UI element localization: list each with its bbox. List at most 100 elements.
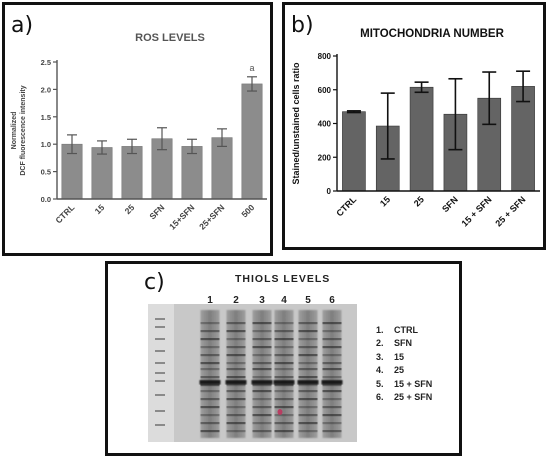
y-axis-label: Stained/unstained cells ratio [291,62,301,185]
protein-band [322,422,342,425]
lane-number: 1 [207,295,213,306]
protein-band [200,338,220,341]
legend-item-number: 1. [376,325,384,335]
protein-band [322,398,342,401]
protein-band [298,368,318,371]
thiols-legend: 1. CTRL 2. SFN 3. 15 4. 25 5. 15 + SFN 6. 25 + SFN [376,324,432,404]
x-tick-label: 25 + SFN [493,194,527,228]
protein-band [252,338,272,341]
protein-band [274,346,294,349]
protein-band [252,322,272,325]
x-tick-label: SFN [147,202,166,221]
protein-band [322,338,342,341]
protein-band [252,430,272,433]
y-tick-label: 2.0 [41,85,51,94]
chart-title: MITOCHONDRIA NUMBER [360,28,504,40]
protein-band [274,406,294,409]
legend-item-label: 25 + SFN [394,392,433,403]
major-band [251,380,273,385]
y-tick-label: 400 [318,120,332,129]
protein-band [200,346,220,349]
protein-band [252,376,272,379]
mitochondria-number-chart: MITOCHONDRIA NUMBER Stained/unstained cel… [291,28,540,228]
protein-band [274,376,294,379]
x-tick-label: 15 [93,202,107,216]
protein-band [252,406,272,409]
gel-lane [322,310,342,438]
protein-band [274,384,294,387]
protein-band [322,354,342,357]
marker-band [155,318,165,320]
panel-c-letter: c) [144,270,165,295]
lane-number: 6 [329,295,335,306]
protein-band [298,406,318,409]
protein-band [200,322,220,325]
protein-band [298,346,318,349]
x-tick-label: 15 [378,194,392,208]
protein-band [274,362,294,365]
y-tick-label: 0.0 [41,195,51,204]
ros-levels-chart: ROS LEVELS Normalized DCF fluorescence int… [11,32,267,232]
legend-item-label: SFN [394,338,412,349]
protein-band [298,414,318,417]
protein-band [226,430,246,433]
x-tick-label: 15+SFN [167,202,196,231]
protein-band [252,422,272,425]
protein-band [200,330,220,333]
bar [121,146,143,200]
protein-band [200,398,220,401]
marker-band [155,362,165,364]
protein-band [226,398,246,401]
protein-band [322,384,342,387]
thiols-legend-item: 5. 15 + SFN [376,378,432,391]
lane-number: 5 [305,295,311,306]
protein-band [252,398,272,401]
thiols-legend-item: 4. 25 [376,364,432,377]
legend-item-number: 4. [376,365,384,376]
protein-band [322,376,342,379]
significance-label: a [249,63,254,73]
protein-band [200,390,220,393]
protein-band [322,406,342,409]
protein-band [274,322,294,325]
protein-band [226,330,246,333]
protein-band [298,390,318,393]
protein-band [200,376,220,379]
protein-band [226,390,246,393]
legend-item-label: 15 [394,351,405,362]
protein-band [200,422,220,425]
protein-band [226,414,246,417]
marker-band [155,394,165,396]
marker-band [155,350,165,352]
x-tick-label: 25 [412,194,426,208]
marker-band [155,410,165,412]
protein-band [322,362,342,365]
x-tick-label: 25 [123,202,137,216]
marker-band [155,326,165,328]
protein-band [322,430,342,433]
protein-band [298,384,318,387]
x-tick-label: 500 [239,202,256,219]
x-tick-label: CTRL [334,194,358,218]
protein-band [200,354,220,357]
x-tick-label: 15 + SFN [460,194,494,228]
legend-item-number: 2. [376,338,384,349]
gel-lane [252,310,272,438]
thiols-legend-item: 2. SFN [376,337,432,350]
y-tick-label: 800 [318,52,332,61]
marker-band [155,338,165,340]
lane-number: 2 [233,295,239,306]
protein-band [226,422,246,425]
legend-item-number: 6. [376,392,384,403]
protein-band [322,414,342,417]
protein-band [298,330,318,333]
protein-band [226,384,246,387]
y-tick-label: 600 [318,86,332,95]
protein-band [274,398,294,401]
thiols-title: THIOLS LEVELS [235,273,330,285]
marker-band [155,372,165,374]
y-tick-label: 0 [327,187,332,196]
protein-band [274,390,294,393]
bar [181,146,203,200]
